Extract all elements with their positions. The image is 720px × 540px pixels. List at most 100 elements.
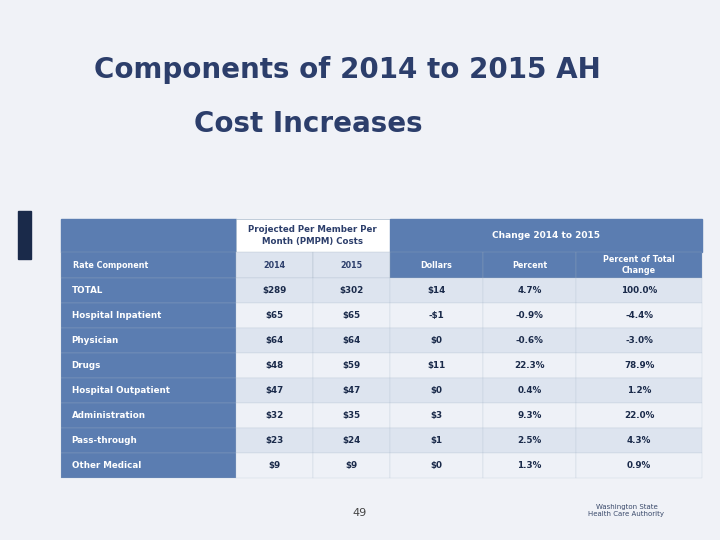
Bar — [235, 252, 312, 278]
Text: 9.3%: 9.3% — [518, 411, 542, 420]
Bar — [390, 328, 483, 353]
Bar — [576, 278, 702, 303]
Text: Rate Component: Rate Component — [73, 261, 148, 270]
Bar — [312, 353, 390, 378]
Text: 4.7%: 4.7% — [518, 286, 542, 295]
Bar — [61, 303, 235, 328]
Text: -3.0%: -3.0% — [625, 336, 653, 345]
Text: 1.3%: 1.3% — [518, 461, 542, 470]
Text: Drugs: Drugs — [72, 361, 101, 370]
Text: $32: $32 — [265, 411, 283, 420]
Text: Pass-through: Pass-through — [72, 436, 138, 445]
Text: $0: $0 — [431, 336, 442, 345]
Bar — [235, 453, 312, 478]
Text: $11: $11 — [427, 361, 446, 370]
Text: Washington State
Health Care Authority: Washington State Health Care Authority — [588, 504, 665, 517]
Text: -0.9%: -0.9% — [516, 311, 544, 320]
Text: $65: $65 — [265, 311, 283, 320]
Bar — [312, 453, 390, 478]
Bar — [61, 378, 235, 403]
Bar — [576, 353, 702, 378]
Bar — [576, 428, 702, 453]
Bar — [312, 378, 390, 403]
Bar — [576, 453, 702, 478]
Text: Components of 2014 to 2015 AH: Components of 2014 to 2015 AH — [94, 56, 600, 84]
Bar — [390, 428, 483, 453]
Text: Physician: Physician — [72, 336, 119, 345]
Bar — [61, 219, 235, 252]
Bar — [483, 328, 576, 353]
Bar — [61, 428, 235, 453]
Text: 4.3%: 4.3% — [627, 436, 652, 445]
Text: 78.9%: 78.9% — [624, 361, 654, 370]
Bar — [312, 428, 390, 453]
Bar — [235, 403, 312, 428]
Text: $0: $0 — [431, 386, 442, 395]
Text: 100.0%: 100.0% — [621, 286, 657, 295]
Text: $48: $48 — [265, 361, 283, 370]
Bar — [235, 328, 312, 353]
Bar — [312, 328, 390, 353]
Text: 2.5%: 2.5% — [518, 436, 541, 445]
Bar — [61, 252, 235, 278]
Bar — [483, 453, 576, 478]
Text: Change 2014 to 2015: Change 2014 to 2015 — [492, 231, 600, 240]
Text: 0.9%: 0.9% — [627, 461, 652, 470]
Text: $3: $3 — [431, 411, 442, 420]
Bar — [483, 378, 576, 403]
Bar — [61, 403, 235, 428]
Bar — [390, 252, 483, 278]
Bar — [483, 428, 576, 453]
Text: $14: $14 — [427, 286, 446, 295]
Text: TOTAL: TOTAL — [72, 286, 103, 295]
Bar — [61, 353, 235, 378]
Text: $1: $1 — [431, 436, 442, 445]
Text: $47: $47 — [265, 386, 283, 395]
Bar — [483, 403, 576, 428]
Text: $302: $302 — [339, 286, 364, 295]
Bar — [312, 303, 390, 328]
Text: Projected Per Member Per
Month (PMPM) Costs: Projected Per Member Per Month (PMPM) Co… — [248, 225, 377, 246]
Bar — [576, 378, 702, 403]
Text: $64: $64 — [265, 336, 283, 345]
Text: 49: 49 — [353, 508, 367, 518]
Text: Dollars: Dollars — [420, 261, 452, 270]
Text: $289: $289 — [262, 286, 287, 295]
Text: Other Medical: Other Medical — [72, 461, 141, 470]
Bar — [483, 252, 576, 278]
Bar — [18, 211, 31, 259]
Bar — [235, 353, 312, 378]
Bar — [576, 328, 702, 353]
Bar — [235, 428, 312, 453]
Bar — [483, 303, 576, 328]
Bar — [576, 303, 702, 328]
Bar — [61, 453, 235, 478]
Bar — [390, 353, 483, 378]
Text: 0.4%: 0.4% — [518, 386, 541, 395]
Bar — [61, 328, 235, 353]
Text: 22.0%: 22.0% — [624, 411, 654, 420]
Text: $24: $24 — [342, 436, 360, 445]
Text: $23: $23 — [265, 436, 283, 445]
Bar — [390, 378, 483, 403]
Bar — [390, 303, 483, 328]
Text: $47: $47 — [342, 386, 360, 395]
Text: -$1: -$1 — [428, 311, 444, 320]
Text: Percent: Percent — [512, 261, 547, 270]
Text: 2015: 2015 — [340, 261, 362, 270]
Text: $9: $9 — [345, 461, 357, 470]
Bar — [576, 252, 702, 278]
Text: 2014: 2014 — [263, 261, 285, 270]
Text: Percent of Total
Change: Percent of Total Change — [603, 255, 675, 275]
Text: -4.4%: -4.4% — [625, 311, 653, 320]
Bar — [576, 403, 702, 428]
Bar — [390, 278, 483, 303]
Text: $9: $9 — [268, 461, 280, 470]
Text: Cost Increases: Cost Increases — [194, 110, 423, 138]
Text: $64: $64 — [342, 336, 360, 345]
Text: 22.3%: 22.3% — [514, 361, 545, 370]
Bar — [312, 403, 390, 428]
Bar — [235, 378, 312, 403]
Bar — [312, 278, 390, 303]
Bar — [235, 278, 312, 303]
